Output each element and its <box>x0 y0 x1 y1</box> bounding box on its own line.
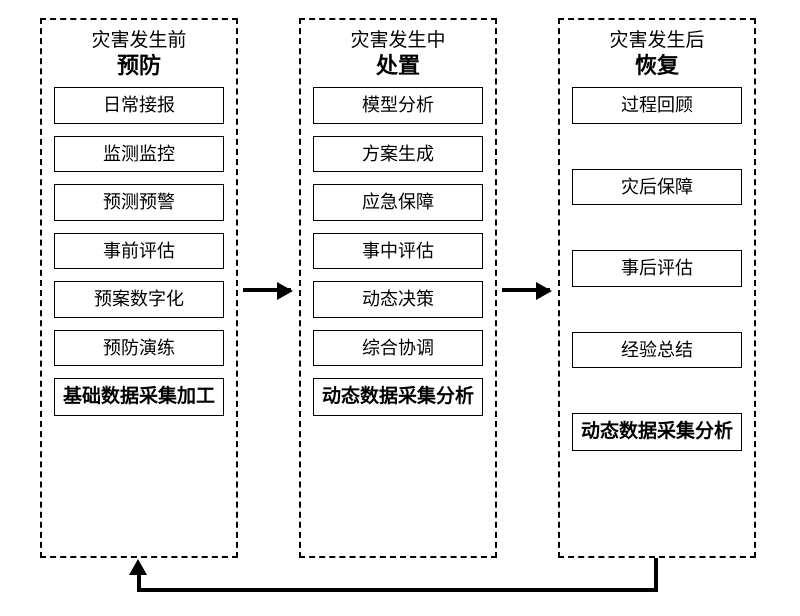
phase-during: 灾害发生中 处置 模型分析 方案生成 应急保障 事中评估 动态决策 综合协调 动… <box>299 18 497 558</box>
phase-title: 处置 <box>301 53 495 79</box>
item-box-bold: 动态数据采集分析 <box>572 413 742 451</box>
phase-subtitle: 灾害发生后 <box>560 30 754 53</box>
item-box: 事中评估 <box>313 233 483 270</box>
item-box: 事前评估 <box>54 233 224 270</box>
phase-header: 灾害发生中 处置 <box>301 20 495 87</box>
phase-items: 模型分析 方案生成 应急保障 事中评估 动态决策 综合协调 动态数据采集分析 <box>301 87 495 428</box>
diagram-canvas: 灾害发生前 预防 日常接报 监测监控 预测预警 事前评估 预案数字化 预防演练 … <box>0 0 800 616</box>
item-box: 过程回顾 <box>572 87 742 124</box>
item-box: 经验总结 <box>572 332 742 369</box>
item-box-bold: 动态数据采集分析 <box>313 378 483 416</box>
phase-before: 灾害发生前 预防 日常接报 监测监控 预测预警 事前评估 预案数字化 预防演练 … <box>40 18 238 558</box>
phase-items: 日常接报 监测监控 预测预警 事前评估 预案数字化 预防演练 基础数据采集加工 <box>42 87 236 428</box>
phase-subtitle: 灾害发生前 <box>42 30 236 53</box>
phase-header: 灾害发生后 恢复 <box>560 20 754 87</box>
item-box: 综合协调 <box>313 330 483 367</box>
item-box: 日常接报 <box>54 87 224 124</box>
item-box: 应急保障 <box>313 184 483 221</box>
item-box: 方案生成 <box>313 136 483 173</box>
item-box: 事后评估 <box>572 250 742 287</box>
phase-title: 预防 <box>42 53 236 79</box>
item-box: 预案数字化 <box>54 281 224 318</box>
item-box: 预防演练 <box>54 330 224 367</box>
arrow-during-to-after <box>502 288 550 292</box>
item-box: 预测预警 <box>54 184 224 221</box>
phase-after: 灾害发生后 恢复 过程回顾 灾后保障 事后评估 经验总结 动态数据采集分析 <box>558 18 756 558</box>
item-box-bold: 基础数据采集加工 <box>54 378 224 416</box>
phase-subtitle: 灾害发生中 <box>301 30 495 53</box>
item-box: 灾后保障 <box>572 169 742 206</box>
item-box: 动态决策 <box>313 281 483 318</box>
phase-items: 过程回顾 灾后保障 事后评估 经验总结 动态数据采集分析 <box>560 87 754 463</box>
phase-header: 灾害发生前 预防 <box>42 20 236 87</box>
arrow-before-to-during <box>243 288 291 292</box>
item-box: 模型分析 <box>313 87 483 124</box>
phase-title: 恢复 <box>560 53 754 79</box>
item-box: 监测监控 <box>54 136 224 173</box>
